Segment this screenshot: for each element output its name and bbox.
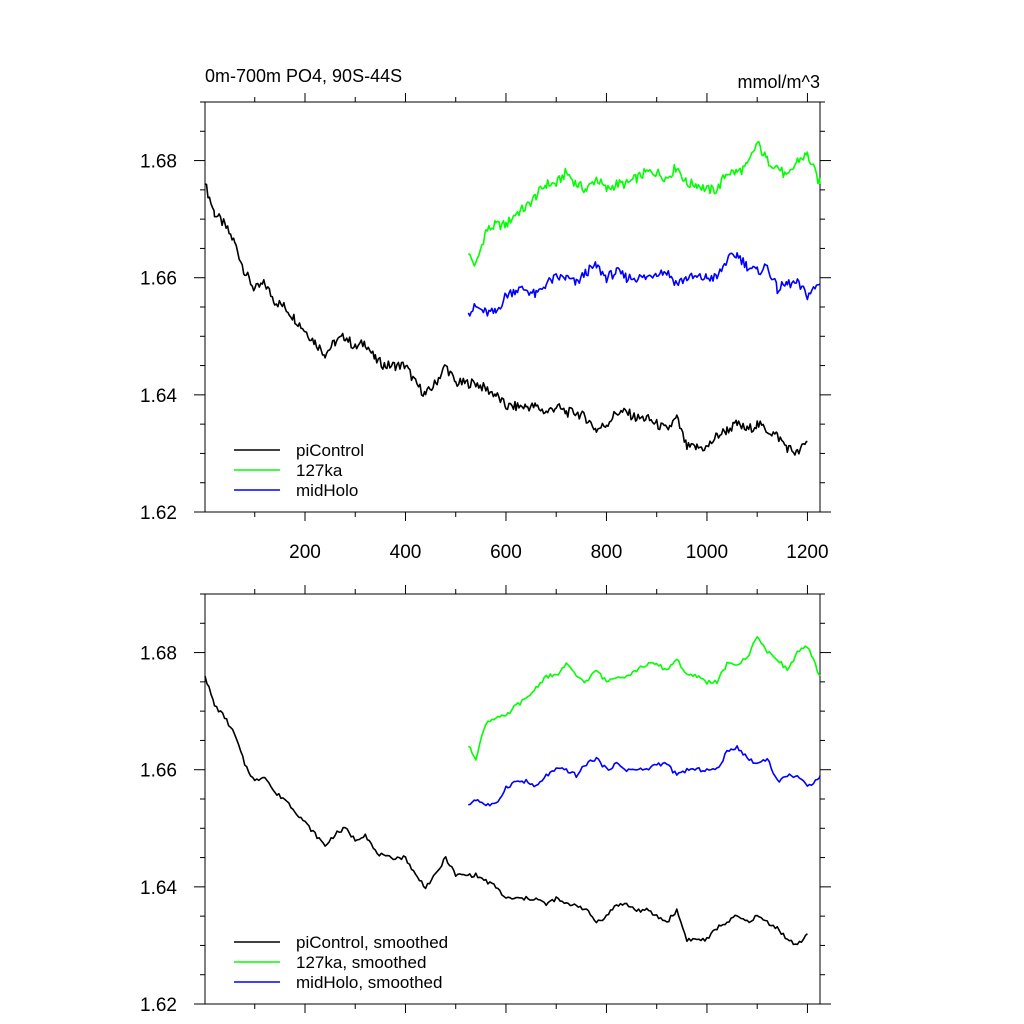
x-tick-label: 1200 <box>786 542 828 563</box>
series-line-1 <box>468 140 821 267</box>
y-tick-label: 1.68 <box>140 152 177 173</box>
y-tick-label: 1.64 <box>140 878 177 899</box>
y-tick-label: 1.62 <box>140 995 177 1016</box>
series-line-0 <box>204 183 808 456</box>
chart-title: 0m-700m PO4, 90S-44S <box>205 66 402 86</box>
x-tick-label: 1000 <box>686 542 728 563</box>
legend-label: 127ka <box>296 461 343 480</box>
legend-label: midHolo, smoothed <box>296 973 442 992</box>
y-tick-label: 1.66 <box>140 269 177 290</box>
bottom-panel: 1.62 1.64 1.66 1.68 piControl, smoothed127ka… <box>140 585 831 1016</box>
series-line-2 <box>467 252 821 317</box>
top-panel: 200 400 600 800 1000 1200 1.62 1.64 1.66 1.68 0m-7… <box>140 66 831 563</box>
legend-label: midHolo <box>296 481 358 500</box>
x-tick-label: 200 <box>289 542 321 563</box>
y-tick-label: 1.66 <box>140 761 177 782</box>
x-tick-label: 800 <box>591 542 623 563</box>
series-line-2 <box>468 745 821 807</box>
series-line-0 <box>204 675 808 946</box>
legend-label: piControl, smoothed <box>296 933 448 952</box>
x-tick-label: 400 <box>390 542 422 563</box>
series-line-1 <box>467 636 821 761</box>
legend-label: 127ka, smoothed <box>296 953 426 972</box>
y-tick-label: 1.62 <box>140 503 177 524</box>
units-label: mmol/m^3 <box>738 72 820 92</box>
legend-label: piControl <box>296 441 364 460</box>
y-tick-label: 1.64 <box>140 386 177 407</box>
x-tick-label: 600 <box>490 542 522 563</box>
y-tick-label: 1.68 <box>140 644 177 665</box>
